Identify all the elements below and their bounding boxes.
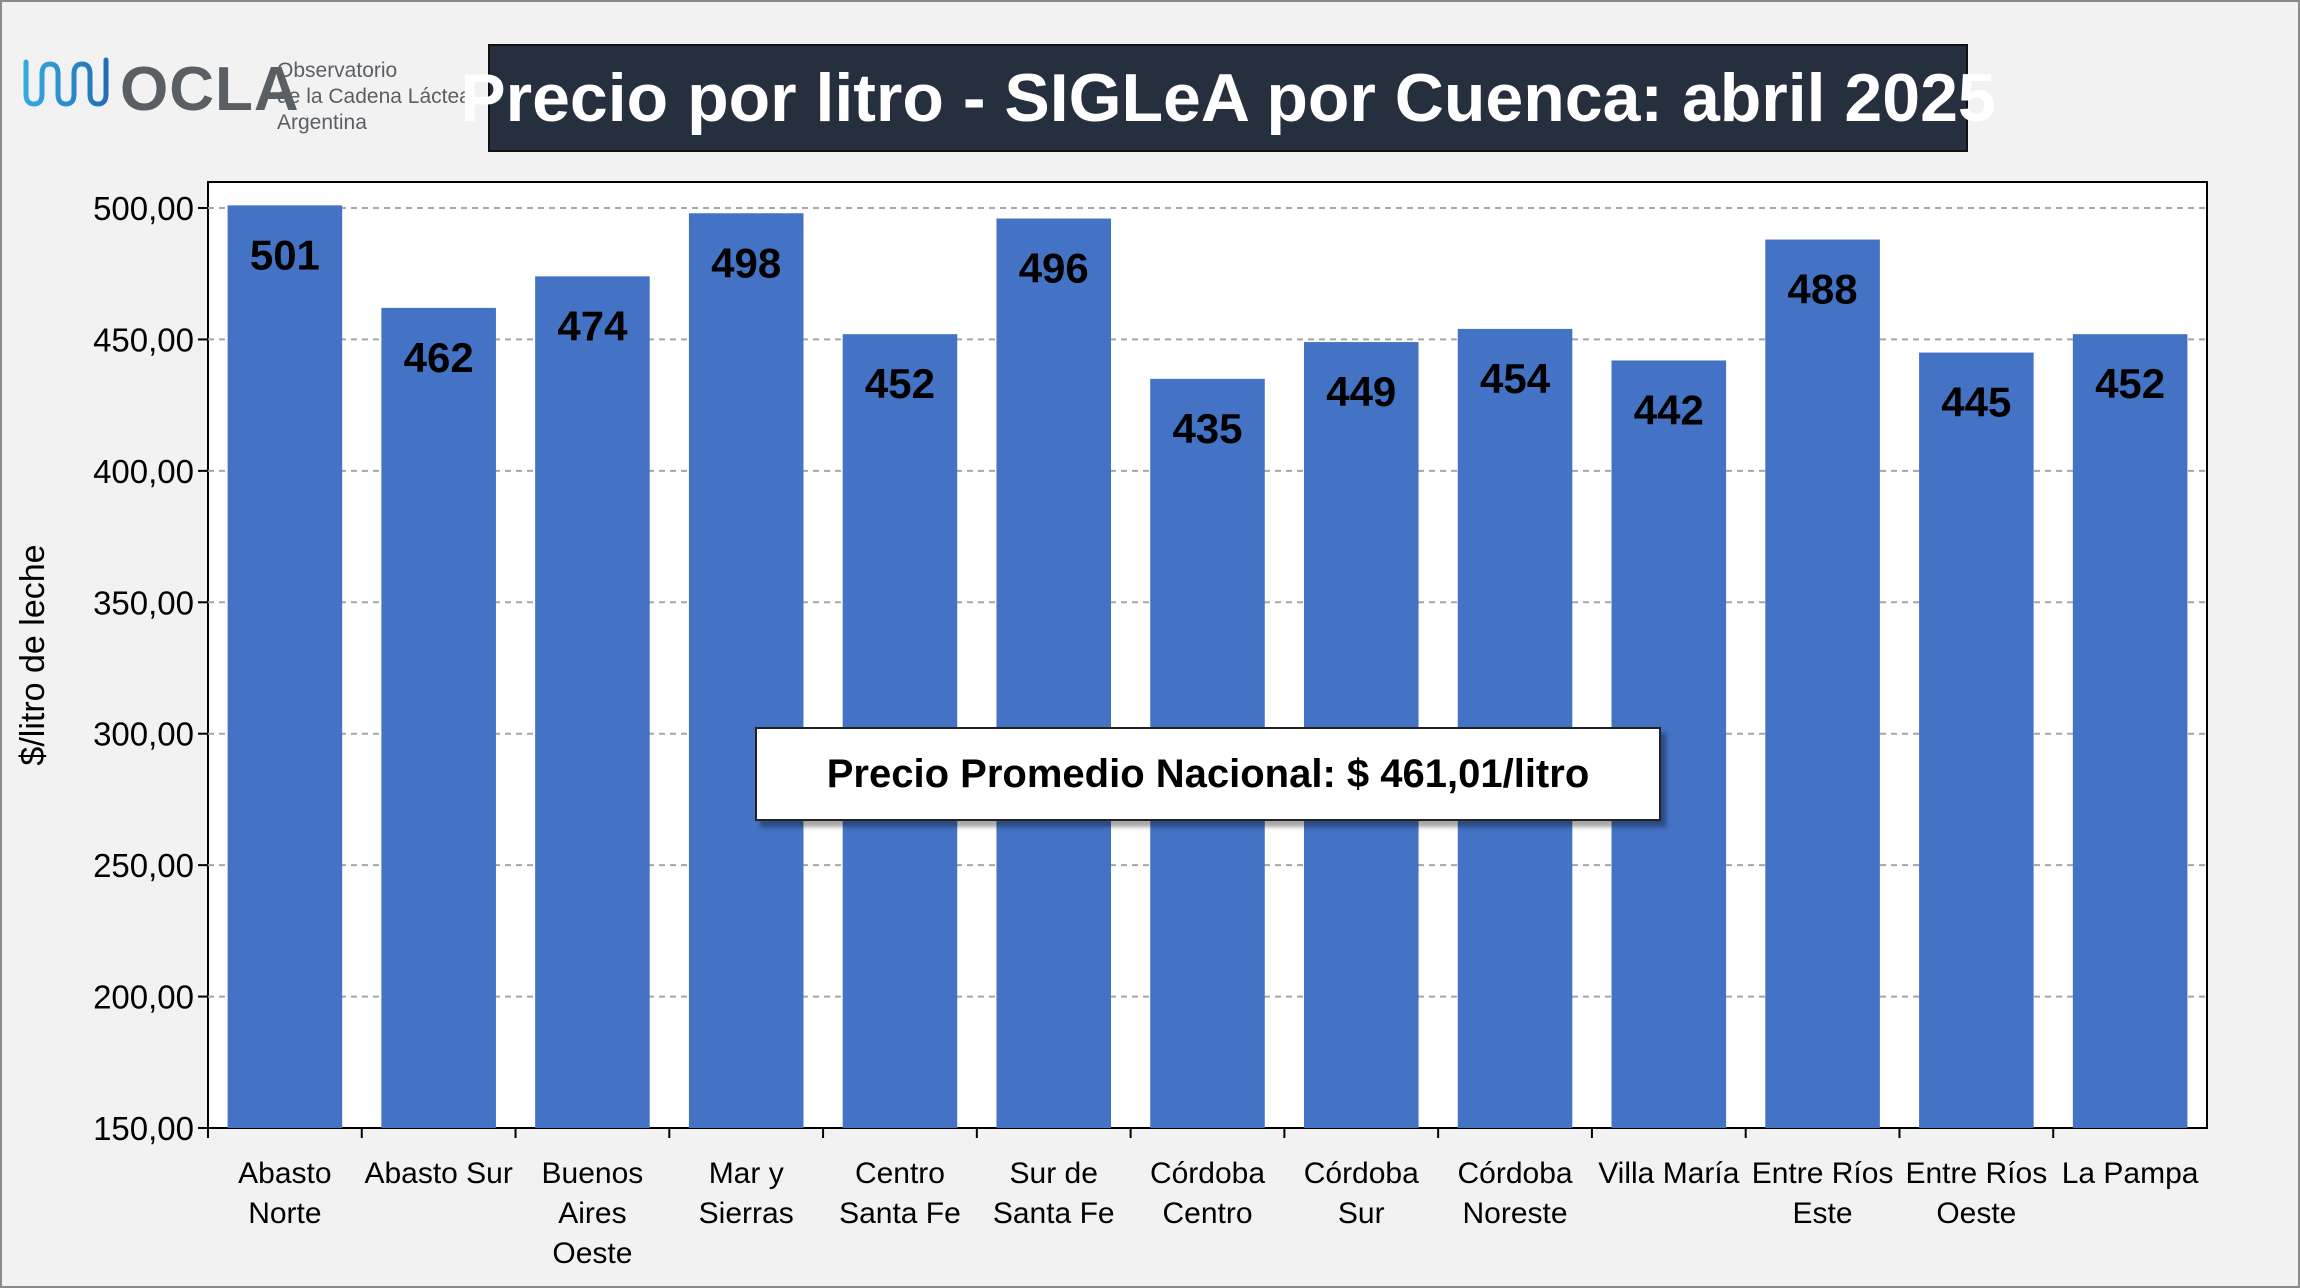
x-category-label: Mar y Sierras [699, 1157, 794, 1230]
bar-value-label: 442 [1634, 386, 1704, 433]
bar-value-label: 452 [2095, 360, 2165, 407]
bar-value-label: 498 [711, 239, 781, 286]
y-tick-label: 150,00 [93, 1110, 194, 1147]
y-tick-label: 400,00 [93, 453, 194, 490]
y-tick-label: 450,00 [93, 321, 194, 358]
y-tick-label: 300,00 [93, 716, 194, 753]
logo-subtitle: Observatorio de la Cadena Láctea Argenti… [277, 58, 471, 136]
x-category-label: Córdoba Sur [1304, 1157, 1419, 1230]
x-category-label: Abasto Sur [364, 1157, 512, 1190]
x-category-label: Entre Ríos Oeste [1905, 1157, 2047, 1230]
bar-value-label: 462 [404, 334, 474, 381]
milk-wave-icon [23, 57, 109, 107]
x-category-label: Córdoba Centro [1150, 1157, 1265, 1230]
y-tick-label: 350,00 [93, 584, 194, 621]
y-tick-label: 500,00 [93, 190, 194, 227]
x-category-label: Sur de Santa Fe [993, 1157, 1115, 1230]
bar-value-label: 454 [1480, 355, 1551, 402]
logo-wordmark: OCLA [120, 55, 300, 124]
bar [996, 218, 1112, 1128]
x-category-label: Córdoba Noreste [1457, 1157, 1572, 1230]
y-tick-label: 250,00 [93, 847, 194, 884]
x-category-label: La Pampa [2062, 1157, 2199, 1190]
x-category-label: Abasto Norte [238, 1157, 331, 1230]
logo-subtitle-line: Observatorio [277, 59, 398, 82]
y-axis-label: $/litro de leche [14, 544, 52, 765]
ocla-logo: OCLA Observatorio de la Cadena Láctea Ar… [22, 52, 492, 142]
logo-subtitle-line: de la Cadena Láctea [277, 85, 471, 108]
x-category-label: Buenos Aires Oeste [542, 1157, 644, 1270]
bar-value-label: 501 [250, 231, 320, 278]
bar-value-label: 452 [865, 360, 935, 407]
bar-value-label: 488 [1788, 266, 1858, 313]
bar [2072, 334, 2188, 1129]
x-category-label: Villa María [1598, 1157, 1739, 1190]
bar [1919, 352, 2034, 1129]
x-axis-categories: Abasto Norte Abasto Sur Buenos Aires Oeste Mar… [207, 1128, 2199, 1270]
bar-value-label: 496 [1019, 245, 1089, 292]
y-axis-ticks: 500,00 450,00 400,00 350,00 300,00 250,00 200,… [93, 190, 208, 1147]
bar-value-label: 474 [557, 302, 628, 349]
bar [381, 307, 496, 1128]
logo-subtitle-line: Argentina [277, 111, 367, 134]
bar-value-label: 449 [1326, 368, 1396, 415]
x-category-label: Centro Santa Fe [839, 1157, 961, 1230]
bar-value-label: 445 [1941, 379, 2011, 426]
bar [535, 276, 650, 1128]
x-category-label: Entre Ríos Este [1752, 1157, 1894, 1230]
national-average-annotation: Precio Promedio Nacional: $ 461,01/litro [755, 727, 1661, 821]
bar [1765, 239, 1880, 1129]
bar [688, 213, 804, 1128]
bar [227, 205, 343, 1128]
bar-value-label: 435 [1172, 405, 1242, 452]
y-tick-label: 200,00 [93, 979, 194, 1016]
chart-title: Precio por litro - SIGLeA por Cuenca: ab… [460, 44, 1996, 152]
